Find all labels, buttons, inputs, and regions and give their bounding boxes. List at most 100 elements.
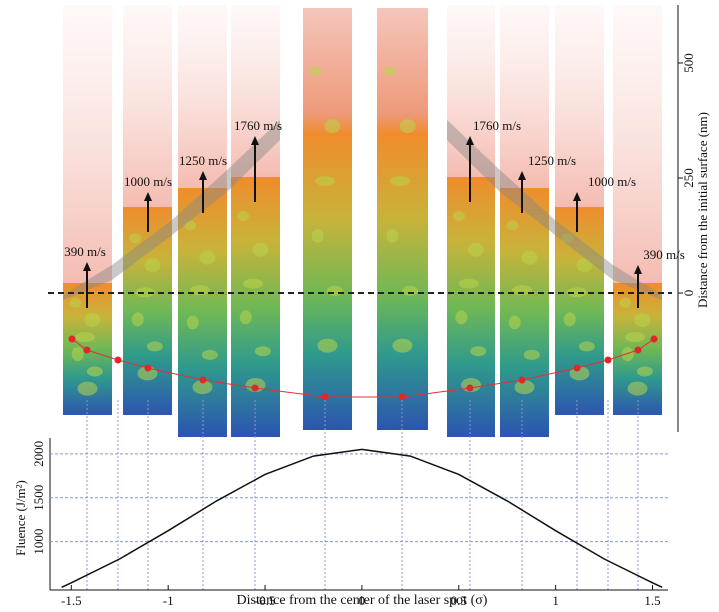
arrow-head: [518, 171, 526, 180]
velocity-label: 390 m/s: [64, 244, 106, 259]
blob: [84, 312, 101, 327]
plume: [178, 5, 227, 188]
fluence-dot: [650, 335, 658, 343]
blob: [315, 176, 336, 187]
blob: [619, 297, 632, 308]
blob: [186, 315, 199, 330]
x-tick-label: 0.5: [451, 593, 467, 608]
blob: [135, 287, 156, 298]
snapshot: [500, 188, 549, 437]
plume: [500, 5, 549, 188]
fluence-panel: 1000 1500 2000 -1.5 -1 -0.5 0 0.5 1 1.5: [31, 438, 668, 608]
blob: [561, 233, 574, 244]
blob: [129, 233, 142, 244]
fluence-dot: [518, 376, 526, 384]
surface-band: [63, 120, 280, 300]
blob: [192, 380, 213, 395]
blob: [399, 119, 416, 134]
arrow-head: [634, 265, 642, 274]
plume: [555, 5, 604, 207]
blob: [311, 228, 324, 243]
velocity-label: 1000 m/s: [124, 174, 172, 189]
blob: [324, 119, 341, 134]
blob: [625, 332, 646, 343]
velocity-label: 1760 m/s: [234, 118, 282, 133]
blob: [190, 285, 211, 296]
x-tick-label: -1.5: [61, 593, 82, 608]
blob: [621, 347, 634, 362]
blob: [131, 312, 144, 327]
x-axis-title: Distance from the center of the laser sp…: [237, 593, 488, 608]
snapshot: [447, 177, 495, 437]
blob: [184, 220, 197, 231]
snapshot: [178, 188, 227, 437]
blob: [137, 366, 158, 381]
fluence-dot: [199, 376, 207, 384]
x-tick-label: -1: [163, 593, 174, 608]
plume: [63, 5, 112, 283]
blob: [453, 211, 465, 221]
blob: [237, 211, 250, 221]
snapshot: [231, 177, 280, 437]
velocity-label: 390 m/s: [643, 247, 685, 262]
y-tick-label: 250: [681, 168, 696, 188]
y-axis-title: Fluence (J/m²): [13, 480, 28, 556]
blob: [508, 315, 521, 330]
velocity-label: 1250 m/s: [179, 153, 227, 168]
blob: [317, 338, 338, 353]
blob: [636, 366, 653, 377]
y-tick-label: 2000: [31, 441, 46, 467]
arrow-head: [144, 192, 152, 201]
arrow-head: [251, 136, 259, 145]
blob: [243, 278, 264, 289]
fluence-line: [61, 448, 663, 589]
blob: [389, 176, 410, 187]
blob: [309, 66, 322, 77]
snapshot: [303, 8, 352, 430]
x-tick-label: 1: [552, 593, 559, 608]
fluence-dot: [251, 384, 259, 392]
blob: [634, 312, 651, 327]
blob: [523, 349, 540, 360]
fluence-dot: [321, 393, 329, 401]
blob: [75, 332, 96, 343]
fluence-dot: [634, 346, 642, 354]
blob: [144, 258, 161, 273]
fluence-dot: [466, 384, 474, 392]
blob: [467, 242, 484, 257]
blob: [71, 347, 84, 362]
y-tick-label: 0: [681, 290, 696, 297]
blob: [326, 285, 343, 296]
blob: [146, 341, 163, 352]
blob: [383, 66, 396, 77]
blob: [567, 287, 588, 298]
surface-band: [447, 120, 662, 300]
blob: [627, 381, 648, 396]
plume: [613, 5, 662, 283]
blob: [386, 228, 399, 243]
x-tick-label: -0.5: [255, 593, 276, 608]
fluence-dot: [83, 346, 91, 354]
velocity-label: 1000 m/s: [588, 174, 636, 189]
velocity-label: 1760 m/s: [473, 118, 521, 133]
fluence-dot: [573, 364, 581, 372]
y-tick-label: 1000: [31, 529, 46, 555]
fluence-dot: [68, 335, 76, 343]
blob: [392, 338, 413, 353]
blob: [86, 366, 103, 377]
plume: [123, 5, 172, 207]
blob: [77, 381, 98, 396]
blob: [252, 242, 269, 257]
y-axis-title: Distance from the initial surface (nm): [695, 112, 710, 308]
arrow-head: [466, 136, 474, 145]
snapshot: [377, 8, 428, 430]
velocity-label: 1250 m/s: [528, 153, 576, 168]
fluence-dot: [114, 356, 122, 364]
blob: [254, 346, 271, 357]
blob: [239, 310, 252, 325]
arrow-head: [199, 171, 207, 180]
arrow-head: [83, 262, 91, 271]
blob: [470, 346, 487, 357]
fluence-trace: [71, 338, 655, 398]
blob: [512, 285, 533, 296]
